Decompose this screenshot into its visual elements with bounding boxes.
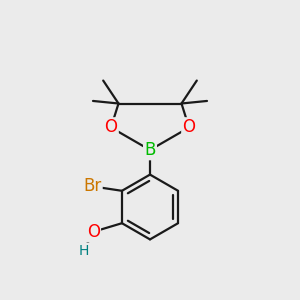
- Text: O: O: [104, 118, 118, 136]
- Text: B: B: [144, 141, 156, 159]
- Text: Br: Br: [83, 177, 101, 195]
- Text: H: H: [79, 244, 89, 258]
- Text: O: O: [182, 118, 196, 136]
- Text: O: O: [87, 223, 100, 241]
